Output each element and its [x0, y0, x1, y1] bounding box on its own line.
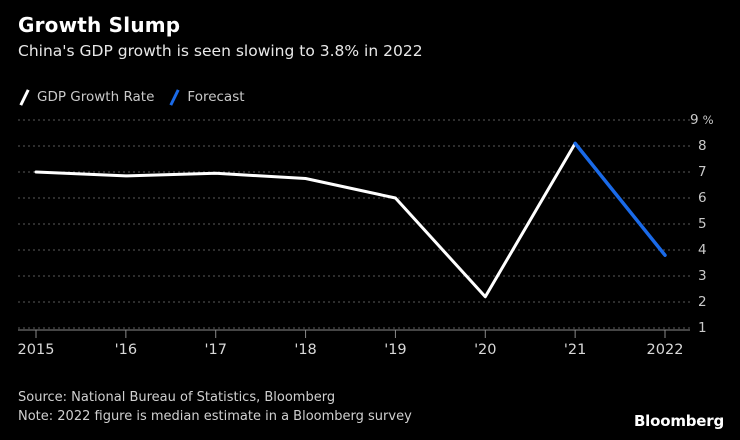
x-axis-labels: 2015 '16 '17 '18 '19 '20 '21 2022	[0, 340, 740, 364]
y-axis-tick-label: 4	[698, 242, 707, 258]
chart-subtitle: China's GDP growth is seen slowing to 3.…	[18, 42, 423, 60]
y-axis-tick-label: 2	[698, 294, 707, 310]
x-axis-tick-label: '18	[294, 342, 317, 358]
x-axis-tick-label: '16	[114, 342, 138, 358]
y-axis-tick-label: 6	[698, 190, 707, 206]
chart-title: Growth Slump	[18, 13, 181, 37]
chart-header: Growth Slump China's GDP growth is seen …	[18, 12, 718, 62]
x-axis-tick-label: '21	[563, 342, 587, 358]
y-axis-labels: 9% 8 7 6 5 4 3 2 1	[690, 0, 738, 440]
x-axis-tick-label: '19	[384, 342, 407, 358]
x-axis-ticks	[35, 330, 666, 338]
y-axis-tick-label: 7	[698, 164, 707, 180]
y-axis-tick-label: 1	[698, 320, 707, 336]
legend-item-gdp-growth-rate[interactable]: GDP Growth Rate	[18, 89, 154, 105]
y-axis-tick-label: 5	[698, 216, 707, 232]
slash-icon	[168, 90, 181, 105]
x-axis-tick-label: 2022	[646, 342, 684, 358]
percent-symbol: %	[702, 113, 714, 127]
series-line-forecast	[573, 141, 667, 257]
x-axis-tick-label: '17	[204, 342, 227, 358]
series-line-gdp-growth-rate	[34, 141, 577, 299]
legend-item-forecast[interactable]: Forecast	[168, 89, 244, 105]
slash-icon	[18, 90, 31, 105]
chart-legend: GDP Growth Rate Forecast	[18, 88, 245, 106]
source-text: Source: National Bureau of Statistics, B…	[18, 390, 336, 405]
x-axis-tick-label: '20	[474, 342, 497, 358]
legend-label: GDP Growth Rate	[37, 89, 155, 105]
x-axis-tick-label: 2015	[17, 342, 55, 358]
bloomberg-logo: Bloomberg	[633, 412, 724, 430]
legend-label: Forecast	[187, 89, 245, 105]
chart-footer: Source: National Bureau of Statistics, B…	[18, 388, 618, 426]
y-axis-tick-label: 8	[698, 138, 707, 154]
y-axis-tick-label: 3	[698, 268, 707, 284]
gridlines	[18, 119, 690, 329]
note-text: Note: 2022 figure is median estimate in …	[18, 409, 412, 424]
y-axis-tick-label: 9%	[690, 112, 714, 128]
